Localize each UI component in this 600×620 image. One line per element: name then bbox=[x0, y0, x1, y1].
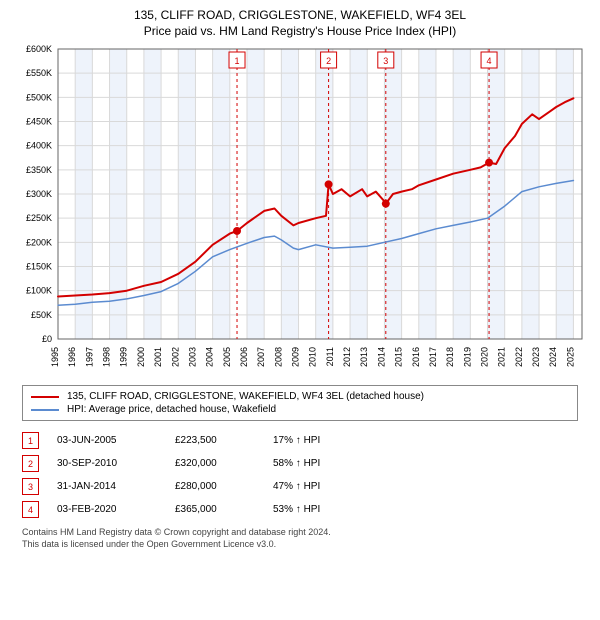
x-tick-label: 2013 bbox=[359, 347, 369, 367]
y-tick-label: £0 bbox=[42, 334, 52, 344]
transaction-pct: 47% ↑ HPI bbox=[273, 481, 373, 492]
x-tick-label: 2002 bbox=[170, 347, 180, 367]
transaction-pct: 58% ↑ HPI bbox=[273, 458, 373, 469]
x-tick-label: 2001 bbox=[153, 347, 163, 367]
x-tick-label: 2005 bbox=[222, 347, 232, 367]
transaction-date: 03-JUN-2005 bbox=[57, 435, 157, 446]
x-tick-label: 2015 bbox=[394, 347, 404, 367]
x-tick-label: 2025 bbox=[565, 347, 575, 367]
transaction-date: 30-SEP-2010 bbox=[57, 458, 157, 469]
marker-badge-number: 2 bbox=[326, 56, 331, 66]
title-address: 135, CLIFF ROAD, CRIGGLESTONE, WAKEFIELD… bbox=[10, 8, 590, 24]
y-tick-label: £300K bbox=[26, 189, 52, 199]
transaction-date: 03-FEB-2020 bbox=[57, 504, 157, 515]
x-tick-label: 1995 bbox=[50, 347, 60, 367]
footer: Contains HM Land Registry data © Crown c… bbox=[22, 527, 578, 550]
legend-swatch bbox=[31, 409, 59, 411]
transaction-price: £280,000 bbox=[175, 481, 255, 492]
transaction-row: 2 30-SEP-2010 £320,000 58% ↑ HPI bbox=[22, 452, 578, 475]
legend-label: HPI: Average price, detached house, Wake… bbox=[67, 404, 276, 415]
y-tick-label: £200K bbox=[26, 238, 52, 248]
footer-line-2: This data is licensed under the Open Gov… bbox=[22, 539, 578, 551]
x-tick-label: 1996 bbox=[67, 347, 77, 367]
x-tick-label: 2008 bbox=[273, 347, 283, 367]
marker-badge-number: 1 bbox=[235, 56, 240, 66]
chart-container: £0 £50K £100K £150K £200K £250K £300K £350K £400… bbox=[10, 39, 590, 379]
page-root: 135, CLIFF ROAD, CRIGGLESTONE, WAKEFIELD… bbox=[0, 0, 600, 620]
transaction-row: 1 03-JUN-2005 £223,500 17% ↑ HPI bbox=[22, 429, 578, 452]
transaction-date: 31-JAN-2014 bbox=[57, 481, 157, 492]
x-tick-label: 2007 bbox=[256, 347, 266, 367]
y-tick-label: £350K bbox=[26, 165, 52, 175]
transaction-price: £223,500 bbox=[175, 435, 255, 446]
x-tick-label: 1997 bbox=[84, 347, 94, 367]
x-tick-label: 2021 bbox=[497, 347, 507, 367]
transaction-row: 3 31-JAN-2014 £280,000 47% ↑ HPI bbox=[22, 475, 578, 498]
y-tick-label: £400K bbox=[26, 141, 52, 151]
x-tick-label: 2018 bbox=[445, 347, 455, 367]
transaction-pct: 53% ↑ HPI bbox=[273, 504, 373, 515]
transaction-badge: 2 bbox=[22, 455, 39, 472]
y-tick-label: £150K bbox=[26, 262, 52, 272]
x-tick-label: 2017 bbox=[428, 347, 438, 367]
x-tick-label: 2024 bbox=[548, 347, 558, 367]
y-tick-label: £100K bbox=[26, 286, 52, 296]
x-tick-label: 2023 bbox=[531, 347, 541, 367]
x-tick-label: 2009 bbox=[291, 347, 301, 367]
marker-badge-number: 4 bbox=[487, 56, 492, 66]
y-tick-label: £250K bbox=[26, 213, 52, 223]
y-tick-label: £50K bbox=[31, 310, 52, 320]
y-tick-label: £600K bbox=[26, 44, 52, 54]
transaction-row: 4 03-FEB-2020 £365,000 53% ↑ HPI bbox=[22, 498, 578, 521]
x-tick-label: 2012 bbox=[342, 347, 352, 367]
x-tick-label: 2010 bbox=[308, 347, 318, 367]
legend-row: HPI: Average price, detached house, Wake… bbox=[31, 403, 569, 416]
x-tick-label: 2000 bbox=[136, 347, 146, 367]
footer-line-1: Contains HM Land Registry data © Crown c… bbox=[22, 527, 578, 539]
transaction-price: £365,000 bbox=[175, 504, 255, 515]
x-tick-label: 2022 bbox=[514, 347, 524, 367]
x-tick-label: 2004 bbox=[205, 347, 215, 367]
legend-row: 135, CLIFF ROAD, CRIGGLESTONE, WAKEFIELD… bbox=[31, 390, 569, 403]
marker-badge-number: 3 bbox=[383, 56, 388, 66]
transaction-badge: 3 bbox=[22, 478, 39, 495]
legend: 135, CLIFF ROAD, CRIGGLESTONE, WAKEFIELD… bbox=[22, 385, 578, 421]
price-chart: £0 £50K £100K £150K £200K £250K £300K £350K £400… bbox=[10, 39, 590, 379]
x-tick-label: 2019 bbox=[462, 347, 472, 367]
transaction-price: £320,000 bbox=[175, 458, 255, 469]
legend-swatch bbox=[31, 396, 59, 398]
x-tick-label: 2011 bbox=[325, 347, 335, 366]
chart-titles: 135, CLIFF ROAD, CRIGGLESTONE, WAKEFIELD… bbox=[10, 8, 590, 39]
x-tick-label: 2003 bbox=[187, 347, 197, 367]
y-tick-label: £550K bbox=[26, 68, 52, 78]
x-tick-label: 2006 bbox=[239, 347, 249, 367]
x-tick-label: 2020 bbox=[480, 347, 490, 367]
x-tick-label: 2014 bbox=[376, 347, 386, 367]
transaction-badge: 1 bbox=[22, 432, 39, 449]
legend-label: 135, CLIFF ROAD, CRIGGLESTONE, WAKEFIELD… bbox=[67, 391, 424, 402]
transactions-table: 1 03-JUN-2005 £223,500 17% ↑ HPI 2 30-SEP-201… bbox=[22, 429, 578, 521]
x-tick-label: 1998 bbox=[102, 347, 112, 367]
transaction-badge: 4 bbox=[22, 501, 39, 518]
title-subtitle: Price paid vs. HM Land Registry's House … bbox=[10, 24, 590, 40]
x-tick-label: 2016 bbox=[411, 347, 421, 367]
x-tick-label: 1999 bbox=[119, 347, 129, 367]
y-tick-label: £500K bbox=[26, 93, 52, 103]
transaction-pct: 17% ↑ HPI bbox=[273, 435, 373, 446]
y-tick-label: £450K bbox=[26, 117, 52, 127]
